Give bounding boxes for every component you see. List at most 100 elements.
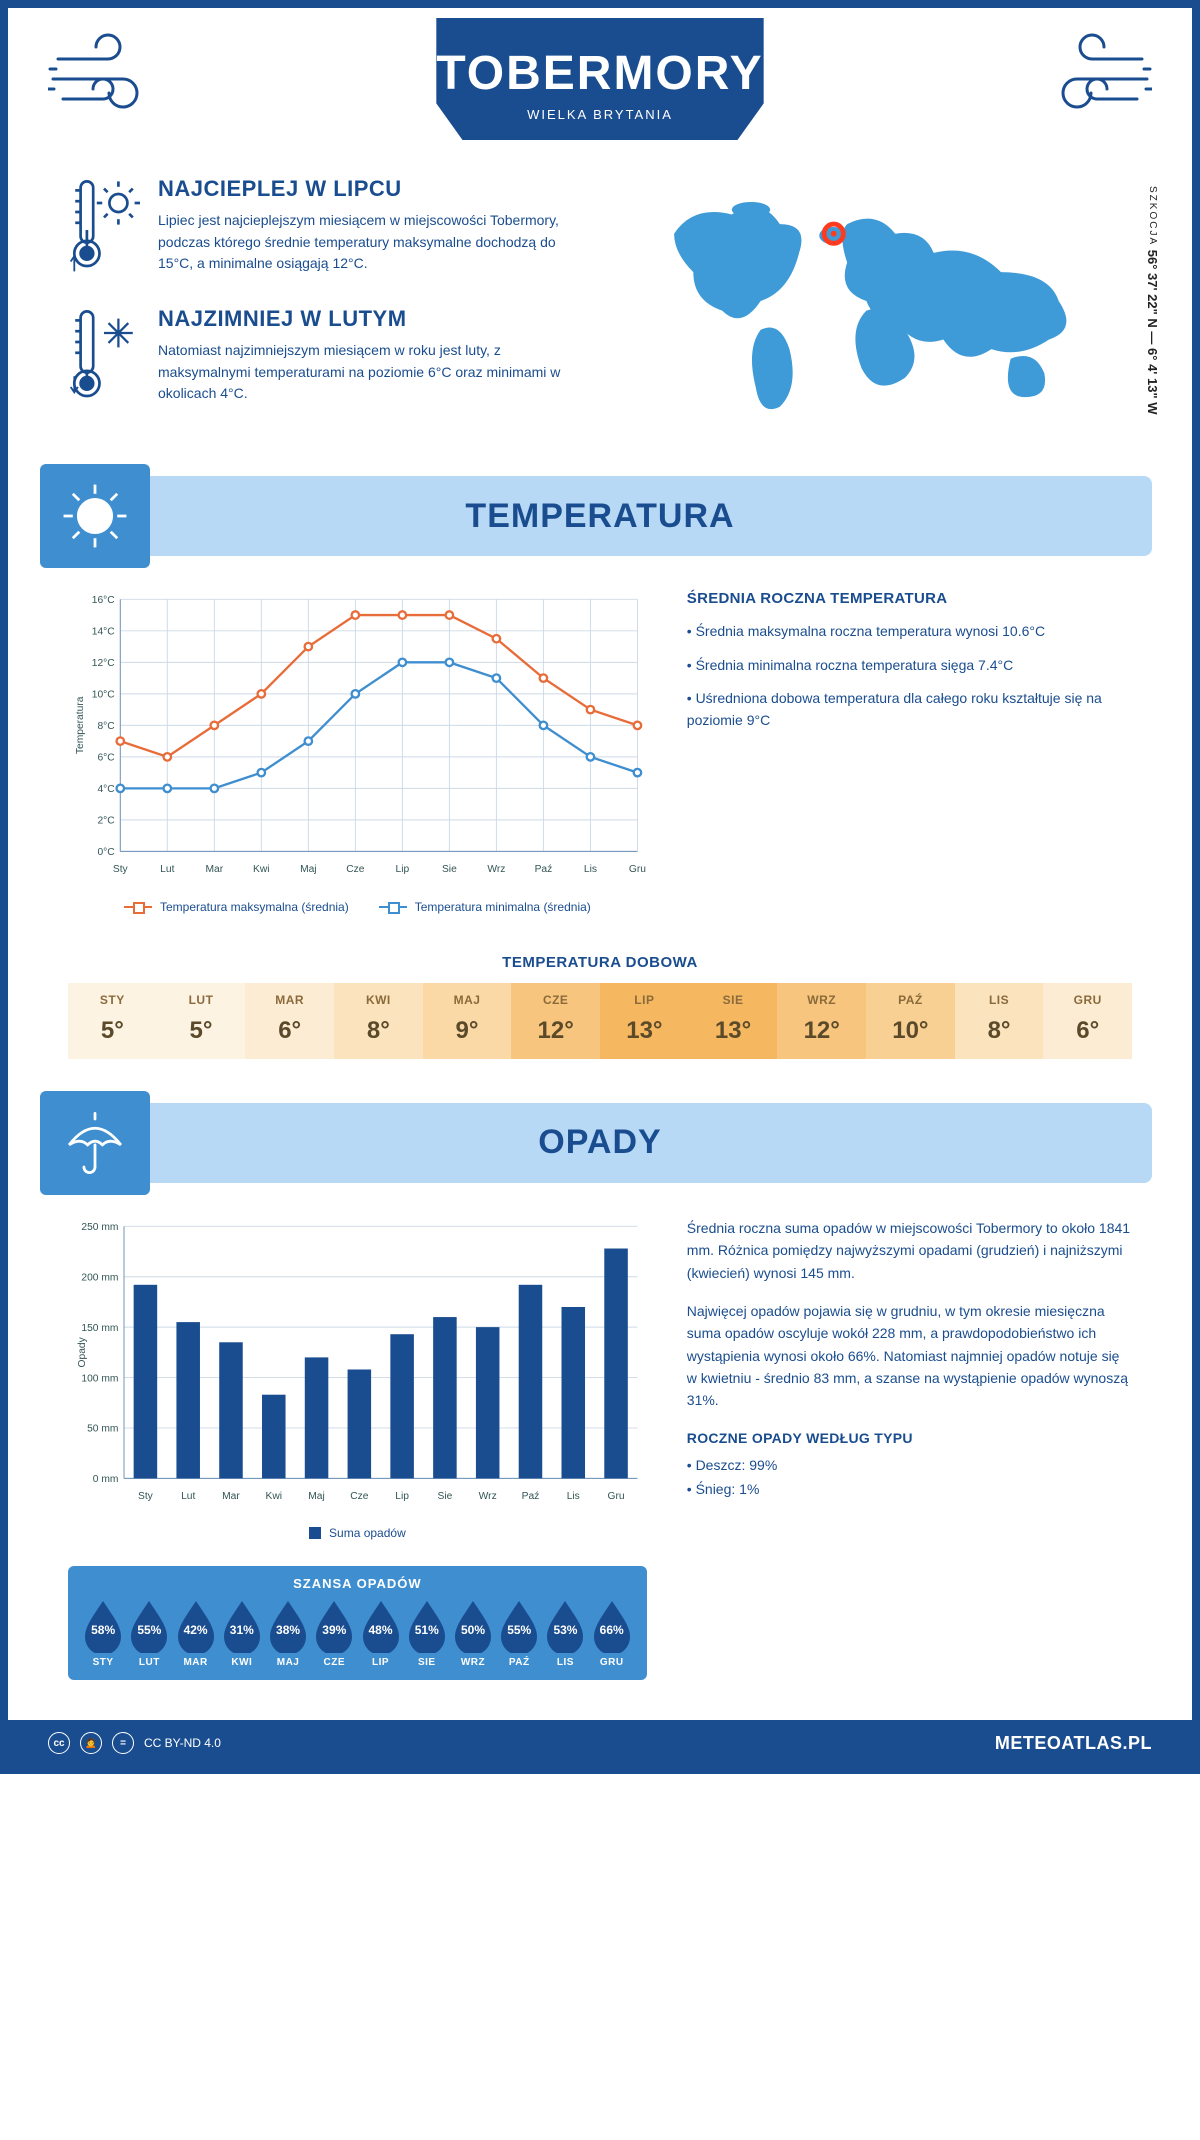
drop-icon: 66%	[590, 1599, 634, 1653]
coldest-body: Natomiast najzimniejszym miesiącem w rok…	[158, 340, 580, 405]
daily-value: 12°	[511, 1017, 600, 1045]
svg-text:Paź: Paź	[522, 1491, 540, 1502]
chance-item: 66% GRU	[589, 1599, 635, 1668]
by-icon: 🙍	[80, 1732, 102, 1754]
svg-text:Sie: Sie	[437, 1491, 452, 1502]
svg-text:Temperatura: Temperatura	[75, 696, 86, 754]
precip-type-snow: • Śnieg: 1%	[687, 1478, 1132, 1502]
daily-value: 13°	[600, 1017, 689, 1045]
svg-text:16°C: 16°C	[92, 595, 116, 606]
nd-icon: =	[112, 1732, 134, 1754]
chance-value: 55%	[137, 1623, 161, 1637]
coldest-heading: NAJZIMNIEJ W LUTYM	[158, 306, 580, 332]
svg-text:Mar: Mar	[205, 864, 223, 875]
chance-month: MAR	[172, 1657, 218, 1668]
page: TOBERMORY WIELKA BRYTANIA	[0, 0, 1200, 1774]
warmest-body: Lipiec jest najcieplejszym miesiącem w m…	[158, 210, 580, 275]
chance-month: LIP	[357, 1657, 403, 1668]
svg-text:Kwi: Kwi	[253, 864, 270, 875]
daily-value: 5°	[157, 1017, 246, 1045]
warmest-heading: NAJCIEPLEJ W LIPCU	[158, 176, 580, 202]
temperature-line-chart: 0°C2°C4°C6°C8°C10°C12°C14°C16°CStyLutMar…	[68, 590, 647, 920]
chance-value: 50%	[461, 1623, 485, 1637]
drop-icon: 42%	[174, 1599, 218, 1653]
chance-value: 55%	[507, 1623, 531, 1637]
legend-min: Temperatura minimalna (średnia)	[379, 900, 591, 914]
daily-cell: PAŹ10°	[866, 983, 955, 1059]
daily-cell: WRZ 12°	[777, 983, 866, 1059]
license-block: cc 🙍 = CC BY-ND 4.0	[48, 1732, 221, 1754]
svg-text:Cze: Cze	[346, 864, 365, 875]
chance-month: LUT	[126, 1657, 172, 1668]
precip-text-panel: Średnia roczna suma opadów w miejscowośc…	[687, 1217, 1132, 1681]
svg-text:200 mm: 200 mm	[81, 1272, 118, 1283]
footer: cc 🙍 = CC BY-ND 4.0 METEOATLAS.PL	[8, 1720, 1192, 1766]
chance-item: 31% KWI	[219, 1599, 265, 1668]
svg-text:Maj: Maj	[308, 1491, 325, 1502]
drop-icon: 38%	[266, 1599, 310, 1653]
chance-month: SIE	[404, 1657, 450, 1668]
drop-icon: 31%	[220, 1599, 264, 1653]
chance-value: 42%	[184, 1623, 208, 1637]
daily-month: GRU	[1043, 993, 1132, 1007]
daily-month: MAR	[245, 993, 334, 1007]
svg-text:150 mm: 150 mm	[81, 1323, 118, 1334]
chance-panel: SZANSA OPADÓW 58% STY 55% LUT 42% MAR 31…	[68, 1566, 647, 1680]
daily-cell: LIP13°	[600, 983, 689, 1059]
daily-cell: MAJ 9°	[423, 983, 512, 1059]
annual-temp-panel: ŚREDNIA ROCZNA TEMPERATURA • Średnia mak…	[687, 590, 1132, 920]
map-column: SZKOCJA 56° 37' 22" N — 6° 4' 13" W	[620, 176, 1132, 436]
sun-badge-icon	[40, 464, 150, 568]
chance-item: 42% MAR	[172, 1599, 218, 1668]
daily-month: LUT	[157, 993, 246, 1007]
annual-temp-heading: ŚREDNIA ROCZNA TEMPERATURA	[687, 590, 1132, 607]
temperature-section-header: TEMPERATURA	[48, 476, 1152, 556]
daily-month: WRZ	[777, 993, 866, 1007]
chance-item: 55% PAŹ	[496, 1599, 542, 1668]
chance-value: 51%	[415, 1623, 439, 1637]
precip-legend: Suma opadów	[68, 1520, 647, 1546]
daily-month: STY	[68, 993, 157, 1007]
daily-month: PAŹ	[866, 993, 955, 1007]
daily-cell: GRU6°	[1043, 983, 1132, 1059]
svg-text:Sty: Sty	[138, 1491, 154, 1502]
daily-cell: LUT 5°	[157, 983, 246, 1059]
daily-value: 12°	[777, 1017, 866, 1045]
daily-cell: LIS8°	[955, 983, 1044, 1059]
drop-icon: 58%	[81, 1599, 125, 1653]
svg-text:4°C: 4°C	[97, 784, 115, 795]
chance-item: 55% LUT	[126, 1599, 172, 1668]
daily-value: 9°	[423, 1017, 512, 1045]
chance-item: 53% LIS	[542, 1599, 588, 1668]
drop-icon: 53%	[543, 1599, 587, 1653]
coords-value: 56° 37' 22" N — 6° 4' 13" W	[1145, 250, 1160, 415]
annual-bullet: • Średnia minimalna roczna temperatura s…	[687, 655, 1132, 677]
license-text: CC BY-ND 4.0	[144, 1736, 221, 1750]
svg-text:Kwi: Kwi	[265, 1491, 282, 1502]
chance-item: 39% CZE	[311, 1599, 357, 1668]
country-subtitle: WIELKA BRYTANIA	[436, 107, 763, 122]
drop-icon: 39%	[312, 1599, 356, 1653]
svg-text:Opady: Opady	[77, 1336, 88, 1367]
svg-text:Wrz: Wrz	[487, 864, 505, 875]
thermometer-sun-icon	[68, 176, 140, 280]
brand-label: METEOATLAS.PL	[995, 1733, 1152, 1754]
svg-text:Gru: Gru	[629, 864, 646, 875]
svg-text:Cze: Cze	[350, 1491, 369, 1502]
annual-bullet: • Uśredniona dobowa temperatura dla całe…	[687, 688, 1132, 731]
precip-chart-row: 0 mm50 mm100 mm150 mm200 mm250 mmOpadySt…	[8, 1183, 1192, 1691]
coldest-block: NAJZIMNIEJ W LUTYM Natomiast najzimniejs…	[68, 306, 580, 410]
chance-value: 38%	[276, 1623, 300, 1637]
chance-month: WRZ	[450, 1657, 496, 1668]
daily-value: 5°	[68, 1017, 157, 1045]
daily-cell: CZE12°	[511, 983, 600, 1059]
daily-month: MAJ	[423, 993, 512, 1007]
chance-value: 58%	[91, 1623, 115, 1637]
legend-max: Temperatura maksymalna (średnia)	[124, 900, 349, 914]
svg-text:Lis: Lis	[584, 864, 597, 875]
svg-text:Gru: Gru	[607, 1491, 624, 1502]
svg-text:Lis: Lis	[567, 1491, 580, 1502]
drop-icon: 55%	[497, 1599, 541, 1653]
svg-text:Wrz: Wrz	[479, 1491, 497, 1502]
chance-month: LIS	[542, 1657, 588, 1668]
